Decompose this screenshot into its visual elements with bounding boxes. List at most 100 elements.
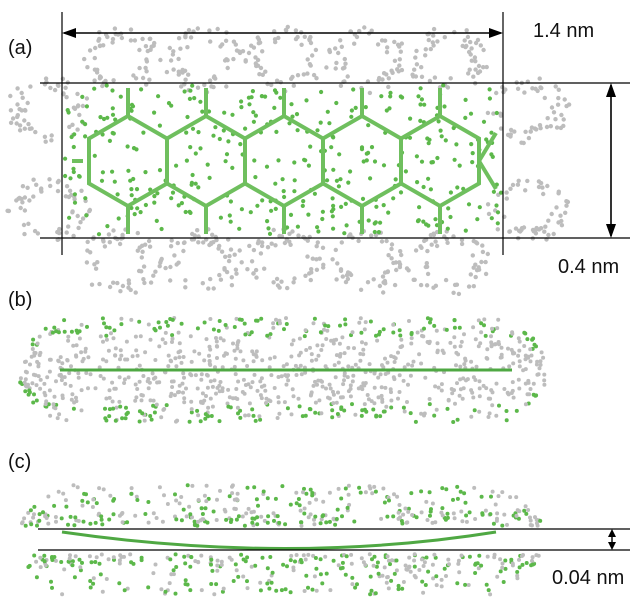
carbon-dot: [232, 325, 237, 329]
carbon-dot: [428, 320, 432, 325]
surface-dot: [119, 555, 124, 559]
carbon-dot: [315, 128, 320, 133]
surface-dot: [312, 522, 317, 527]
carbon-dot: [452, 325, 457, 330]
surface-dot: [271, 280, 276, 285]
surface-dot: [331, 389, 335, 394]
carbon-dot: [110, 112, 116, 117]
carbon-dot: [184, 130, 189, 135]
surface-dot: [15, 102, 20, 107]
carbon-dot: [109, 331, 113, 336]
surface-dot: [509, 347, 514, 352]
surface-dot: [255, 57, 261, 63]
surface-dot: [334, 277, 339, 282]
surface-dot: [471, 395, 476, 400]
carbon-dot: [385, 554, 390, 559]
carbon-dot: [338, 177, 343, 182]
surface-dot: [480, 512, 485, 517]
surface-dot: [80, 103, 86, 109]
carbon-dot: [336, 184, 341, 189]
surface-dot: [474, 364, 479, 369]
surface-dot: [131, 73, 136, 78]
surface-dot: [343, 279, 349, 285]
surface-dot: [245, 364, 250, 368]
carbon-dot: [368, 176, 373, 181]
surface-dot: [143, 44, 149, 49]
surface-dot: [540, 185, 545, 190]
surface-dot: [366, 397, 371, 402]
surface-dot: [131, 561, 136, 566]
carbon-dot: [502, 512, 507, 517]
surface-dot: [119, 35, 125, 41]
surface-dot: [222, 267, 227, 272]
surface-dot: [327, 490, 332, 495]
surface-dot: [245, 586, 250, 591]
surface-dot: [526, 135, 532, 141]
carbon-dot: [170, 190, 176, 195]
carbon-dot: [381, 327, 386, 332]
surface-dot: [65, 358, 70, 362]
surface-dot: [388, 562, 392, 567]
surface-dot: [115, 280, 120, 286]
surface-dot: [208, 347, 213, 352]
carbon-dot: [198, 99, 203, 104]
carbon-dot: [193, 181, 198, 186]
surface-dot: [227, 494, 232, 499]
surface-dot: [496, 340, 501, 344]
carbon-dot: [50, 556, 54, 561]
surface-dot: [128, 27, 134, 32]
carbon-dot: [235, 491, 240, 496]
surface-dot: [160, 337, 165, 342]
surface-dot: [379, 393, 384, 398]
carbon-dot: [491, 521, 496, 526]
carbon-dot: [415, 219, 421, 224]
surface-dot: [102, 244, 108, 249]
surface-dot: [353, 362, 358, 367]
surface-dot: [42, 134, 48, 139]
carbon-dot: [424, 555, 429, 560]
carbon-dot: [64, 418, 69, 423]
surface-dot: [291, 338, 296, 343]
surface-dot: [424, 499, 429, 504]
surface-dot: [419, 557, 424, 562]
surface-dot: [343, 486, 348, 491]
carbon-dot: [154, 218, 159, 223]
surface-dot: [85, 239, 90, 245]
surface-dot: [258, 379, 263, 384]
carbon-dot: [311, 321, 316, 326]
carbon-dot: [146, 500, 151, 504]
surface-dot: [425, 271, 431, 277]
surface-dot: [41, 510, 45, 515]
carbon-dot: [403, 563, 408, 568]
surface-dot: [163, 341, 168, 345]
carbon-dot: [199, 553, 204, 558]
surface-dot: [143, 65, 148, 71]
surface-dot: [278, 80, 283, 85]
carbon-dot: [535, 521, 539, 526]
surface-dot: [58, 355, 63, 360]
surface-dot: [455, 381, 459, 386]
carbon-dot: [125, 520, 130, 525]
surface-dot: [333, 247, 338, 253]
surface-dot: [71, 105, 77, 110]
surface-dot: [113, 353, 118, 358]
surface-dot: [331, 341, 336, 346]
surface-dot: [432, 552, 437, 557]
surface-dot: [512, 129, 517, 134]
surface-dot: [195, 228, 200, 233]
surface-dot: [434, 243, 440, 249]
surface-dot: [281, 562, 286, 567]
surface-dot: [48, 357, 53, 362]
carbon-dot: [469, 414, 474, 419]
surface-dot: [118, 348, 123, 353]
surface-dot: [251, 271, 256, 276]
surface-dot: [513, 226, 519, 231]
surface-dot: [392, 571, 397, 576]
surface-dot: [291, 280, 296, 285]
carbon-dot: [52, 503, 57, 508]
surface-dot: [399, 67, 405, 73]
surface-dot: [473, 274, 478, 280]
surface-dot: [324, 65, 329, 70]
surface-dot: [165, 502, 170, 506]
carbon-dot: [312, 574, 317, 579]
